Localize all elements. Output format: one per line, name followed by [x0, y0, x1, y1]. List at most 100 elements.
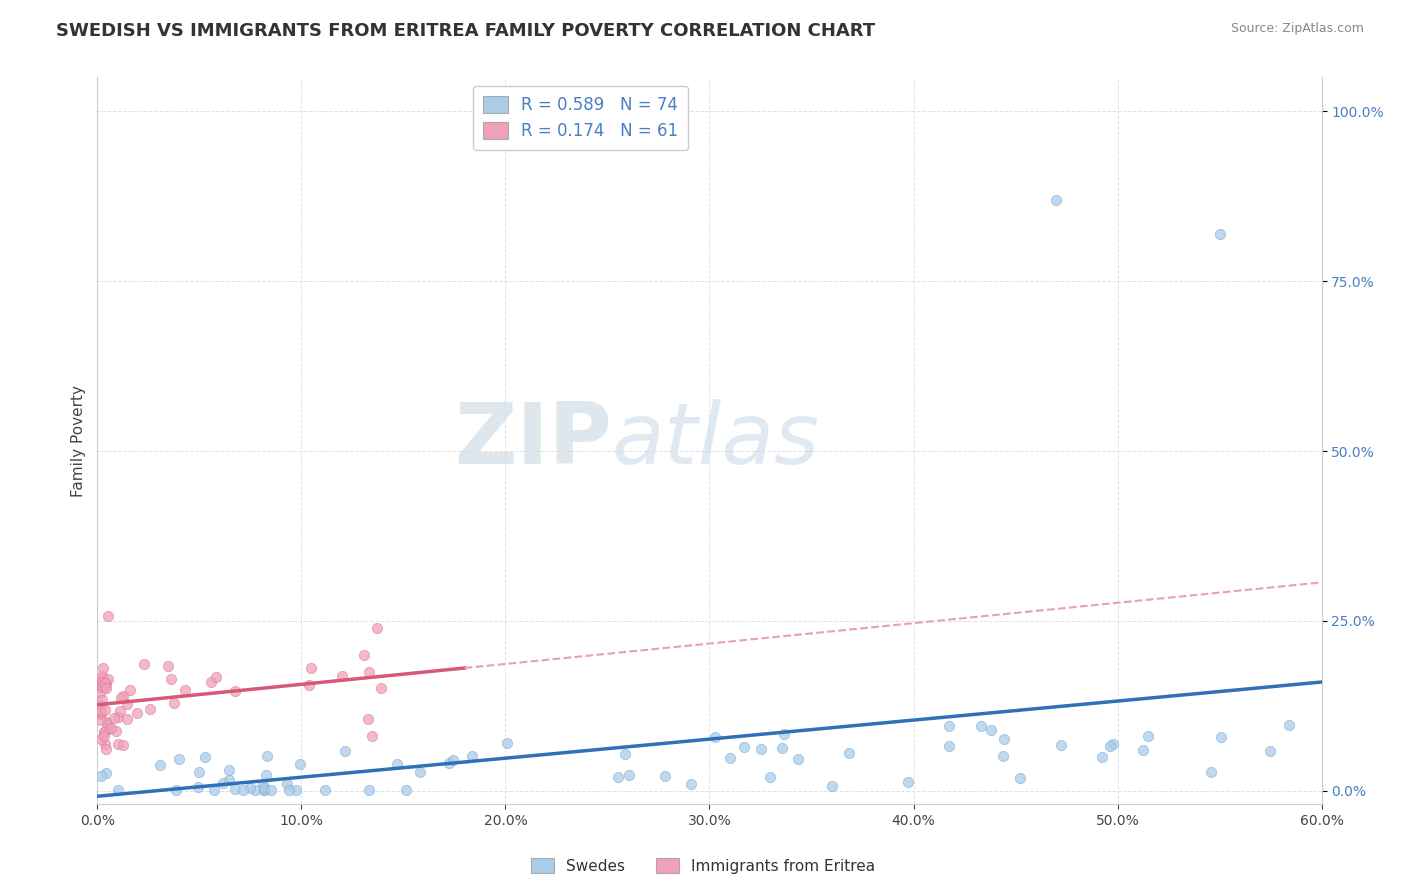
Point: [107, 783, 129, 797]
Legend: R = 0.589   N = 74, R = 0.174   N = 61: R = 0.589 N = 74, R = 0.174 N = 61: [472, 86, 689, 151]
Point: [212, 776, 235, 790]
Point: [103, 711, 125, 725]
Point: [409, 765, 432, 780]
Point: [1278, 717, 1301, 731]
Point: [134, 657, 156, 671]
Point: [93, 729, 115, 743]
Point: [115, 697, 138, 711]
Point: [395, 783, 418, 797]
Point: [159, 672, 181, 686]
Point: [679, 777, 702, 791]
Point: [110, 691, 132, 706]
Point: [90, 675, 112, 690]
Point: [148, 758, 170, 772]
Point: [165, 783, 187, 797]
Point: [111, 689, 134, 703]
Point: [357, 712, 380, 726]
Point: [100, 721, 122, 735]
Point: [298, 678, 321, 692]
Point: [441, 753, 464, 767]
Point: [97, 672, 120, 686]
Point: [89, 686, 111, 700]
Point: [970, 719, 993, 733]
Point: [157, 658, 180, 673]
Point: [1258, 744, 1281, 758]
Point: [260, 783, 283, 797]
Point: [90, 704, 112, 718]
Point: [330, 669, 353, 683]
Text: Source: ZipAtlas.com: Source: ZipAtlas.com: [1230, 22, 1364, 36]
Point: [1208, 227, 1230, 241]
Point: [361, 729, 384, 743]
Point: [1209, 730, 1232, 744]
Point: [204, 670, 226, 684]
Point: [91, 660, 114, 674]
Point: [96, 715, 118, 730]
Point: [96, 741, 118, 756]
Point: [115, 712, 138, 726]
Point: [617, 768, 640, 782]
Point: [93, 676, 115, 690]
Point: [93, 725, 115, 739]
Point: [239, 780, 262, 795]
Point: [1132, 743, 1154, 757]
Point: [94, 765, 117, 780]
Point: [276, 777, 298, 791]
Point: [253, 783, 276, 797]
Point: [200, 674, 222, 689]
Point: [1050, 738, 1073, 752]
Point: [938, 719, 960, 733]
Point: [733, 740, 755, 755]
Point: [94, 738, 117, 752]
Point: [759, 770, 782, 784]
Point: [90, 669, 112, 683]
Point: [224, 782, 246, 797]
Point: [1199, 764, 1222, 779]
Point: [169, 752, 191, 766]
Point: [188, 764, 211, 779]
Point: [218, 772, 240, 787]
Point: [202, 783, 225, 797]
Point: [253, 780, 276, 795]
Point: [90, 769, 112, 783]
Point: [218, 763, 240, 777]
Point: [91, 679, 114, 693]
Point: [93, 725, 115, 739]
Point: [96, 717, 118, 731]
Point: [786, 751, 808, 765]
Point: [90, 732, 112, 747]
Point: [254, 767, 277, 781]
Point: [1099, 739, 1122, 754]
Y-axis label: Family Poverty: Family Poverty: [72, 384, 86, 497]
Point: [91, 680, 114, 694]
Point: [1045, 193, 1067, 207]
Point: [277, 783, 299, 797]
Point: [437, 756, 460, 771]
Point: [90, 713, 112, 727]
Point: [125, 706, 148, 720]
Point: [90, 706, 112, 721]
Point: [385, 756, 408, 771]
Point: [299, 661, 322, 675]
Point: [94, 681, 117, 695]
Point: [980, 723, 1002, 737]
Legend: Swedes, Immigrants from Eritrea: Swedes, Immigrants from Eritrea: [524, 852, 882, 880]
Point: [288, 757, 311, 772]
Point: [335, 744, 357, 758]
Point: [224, 683, 246, 698]
Point: [821, 779, 844, 793]
Point: [110, 704, 132, 718]
Point: [96, 676, 118, 690]
Point: [1101, 738, 1123, 752]
Point: [370, 681, 392, 695]
Point: [232, 783, 254, 797]
Point: [461, 749, 484, 764]
Point: [253, 783, 276, 797]
Point: [606, 770, 628, 784]
Text: SWEDISH VS IMMIGRANTS FROM ERITREA FAMILY POVERTY CORRELATION CHART: SWEDISH VS IMMIGRANTS FROM ERITREA FAMIL…: [56, 22, 876, 40]
Point: [495, 736, 517, 750]
Point: [162, 697, 184, 711]
Point: [1136, 729, 1159, 743]
Point: [94, 681, 117, 695]
Point: [654, 769, 676, 783]
